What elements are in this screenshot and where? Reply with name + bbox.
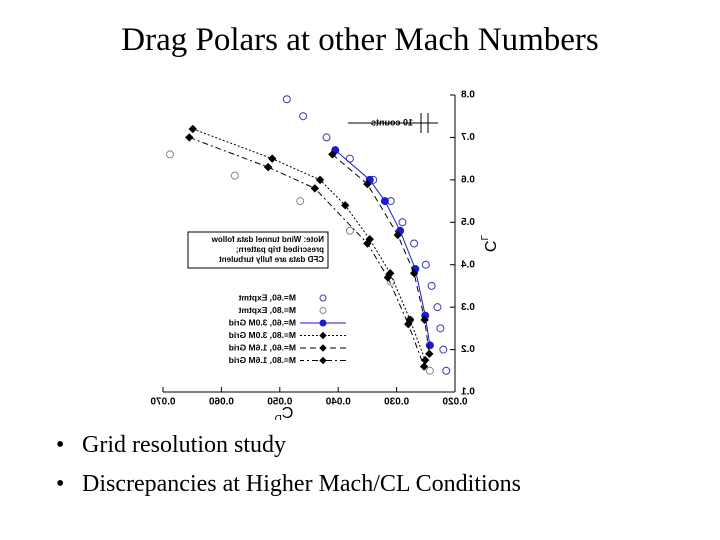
marker [404, 319, 413, 329]
marker [299, 112, 308, 121]
marker [380, 197, 389, 206]
legend-marker [319, 344, 327, 352]
legend-label: M=.60, 3.0M Grid [229, 317, 296, 327]
y-tick-label: 0.8 [461, 90, 475, 101]
chart: 0.020 0.030 0.040 0.050 0.060 0.070 0.1 0.2 0.3 0… [150, 90, 498, 420]
legend-marker [319, 307, 327, 314]
marker [363, 239, 372, 248]
marker [188, 124, 197, 134]
marker [315, 175, 325, 185]
marker [425, 341, 434, 350]
marker [230, 171, 239, 180]
marker [268, 154, 277, 163]
bullet-list: Grid resolution study Discrepancies at H… [56, 432, 521, 510]
plot: 0.020 0.030 0.040 0.050 0.060 0.070 0.1 0.2 0.3 0… [150, 90, 498, 420]
legend-marker [319, 294, 327, 302]
note-line: Note: Wind tunnel data follow [211, 235, 324, 244]
y-tick-label: 0.7 [461, 132, 475, 143]
y-axis-label: CL [478, 235, 497, 253]
annotation: 10 counts [371, 117, 413, 127]
marker [425, 349, 434, 359]
marker [421, 260, 430, 269]
x-tick-label: 0.020 [442, 397, 467, 408]
x-tick-label: 0.070 [150, 397, 175, 408]
marker [433, 303, 442, 312]
marker [185, 133, 194, 142]
marker [425, 366, 434, 375]
marker [398, 218, 407, 227]
marker [363, 179, 372, 189]
marker [341, 201, 350, 210]
marker [393, 230, 402, 240]
marker [310, 184, 320, 193]
marker [442, 366, 451, 375]
x-axis-label: CD [275, 405, 294, 420]
y-tick-label: 0.1 [461, 387, 475, 398]
marker [409, 268, 419, 278]
legend-label: M=.80, 1.6M Grid [229, 355, 296, 365]
x-axis-label-main: C [282, 405, 294, 420]
marker [439, 345, 448, 354]
marker [345, 226, 354, 235]
legend-label: M=.80, Exptmt [238, 305, 296, 315]
legend-label: M=.80, 3.0M Grid [229, 330, 296, 340]
x-tick-label: 0.060 [208, 397, 233, 408]
marker [166, 150, 175, 159]
legend-label: M=.60, 1.6M Grid [229, 342, 296, 352]
y-tick-label: 0.5 [461, 217, 475, 228]
marker [282, 95, 291, 104]
marker [328, 150, 337, 159]
y-tick-label: 0.4 [461, 259, 475, 270]
legend-marker [319, 331, 327, 340]
marker [296, 197, 305, 206]
bullet: Grid resolution study [56, 432, 521, 459]
y-tick-label: 0.3 [461, 302, 475, 313]
series-line [334, 149, 431, 346]
x-axis-label-sub: D [275, 414, 282, 420]
x-tick-label: 0.040 [325, 397, 350, 408]
marker [436, 324, 445, 333]
marker [383, 273, 393, 282]
y-tick-label: 0.6 [461, 174, 475, 185]
marker [410, 239, 419, 248]
marker [420, 315, 429, 325]
slide-title: Drag Polars at other Mach Numbers [121, 22, 599, 58]
y-tick-label: 0.2 [461, 344, 475, 355]
series-line [332, 154, 430, 354]
marker [322, 133, 331, 142]
legend-marker [319, 319, 327, 327]
marker [263, 162, 273, 172]
marker [421, 355, 430, 365]
note-box [187, 231, 329, 269]
note-line: CFD data are fully turbulent [219, 255, 324, 264]
legend-label: M=.60, Exptmt [238, 292, 296, 302]
y-axis-label-sub: L [478, 235, 489, 241]
note-line: prescribed trip pattern; [236, 245, 324, 254]
marker [419, 362, 429, 371]
y-axis-label-main: C [481, 241, 498, 253]
x-tick-label: 0.050 [267, 397, 292, 408]
x-tick-label: 0.030 [384, 397, 409, 408]
legend-marker [319, 356, 327, 365]
marker [427, 281, 436, 290]
bullet: Discrepancies at Higher Mach/CL Conditio… [56, 471, 521, 498]
series-line [192, 128, 426, 361]
